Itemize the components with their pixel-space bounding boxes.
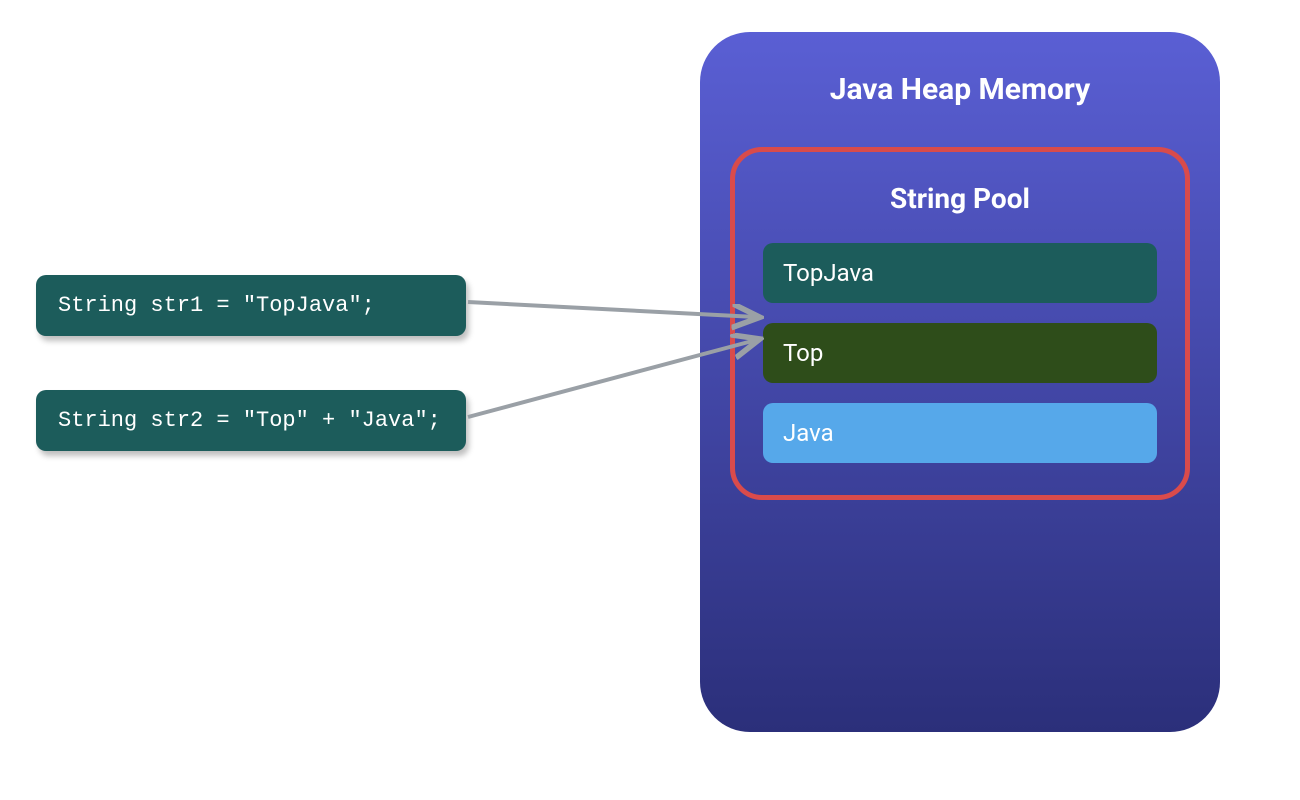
pool-item-java: Java — [763, 403, 1157, 463]
code-text: String str1 = "TopJava"; — [58, 293, 375, 318]
pool-item-label: Top — [783, 339, 823, 367]
code-block-str1: String str1 = "TopJava"; — [36, 275, 466, 336]
string-pool-box: String Pool TopJava Top Java — [730, 147, 1190, 500]
pool-item-topjava: TopJava — [763, 243, 1157, 303]
diagram-container: String str1 = "TopJava"; String str2 = "… — [0, 0, 1300, 800]
code-text: String str2 = "Top" + "Java"; — [58, 408, 441, 433]
pool-title: String Pool — [763, 182, 1157, 215]
heap-title: Java Heap Memory — [730, 72, 1190, 107]
pool-item-top: Top — [763, 323, 1157, 383]
pool-item-label: Java — [783, 419, 834, 447]
heap-memory-box: Java Heap Memory String Pool TopJava Top… — [700, 32, 1220, 732]
pool-item-label: TopJava — [783, 259, 874, 287]
code-block-str2: String str2 = "Top" + "Java"; — [36, 390, 466, 451]
